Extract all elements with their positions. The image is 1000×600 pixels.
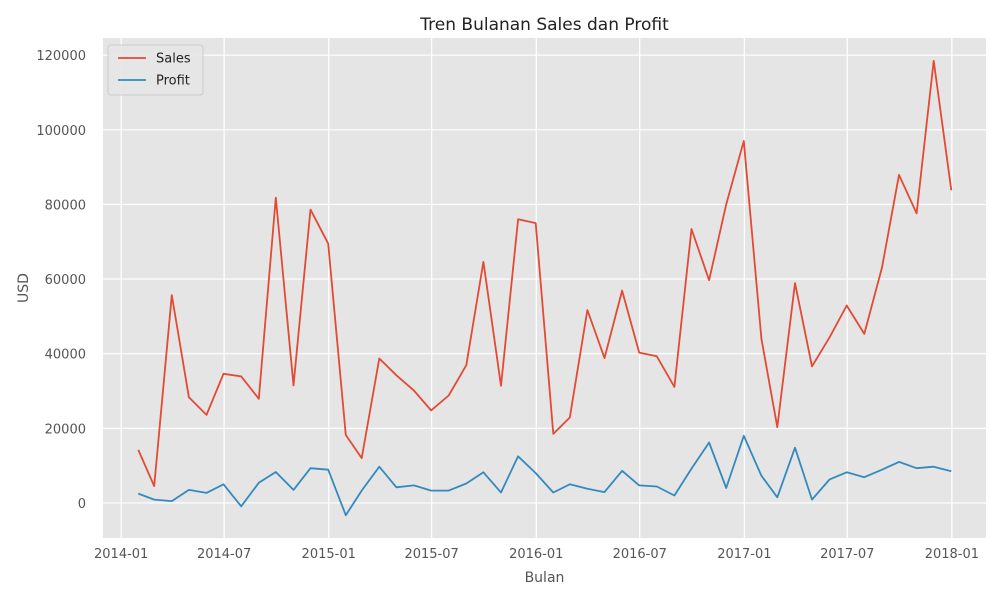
x-tick-label: 2014-07	[197, 547, 251, 562]
x-tick-label: 2016-01	[509, 547, 563, 562]
y-tick-label: 40000	[45, 348, 86, 363]
x-axis-ticks: 2014-01 2014-07 2015-01 2015-07 2016-01 2016-…	[94, 547, 979, 562]
y-tick-label: 60000	[45, 273, 86, 288]
x-tick-label: 2018-01	[925, 547, 979, 562]
x-tick-label: 2017-07	[820, 547, 874, 562]
y-axis-label: USD	[16, 273, 32, 303]
chart-title: Tren Bulanan Sales dan Profit	[419, 15, 669, 35]
x-axis-label: Bulan	[525, 570, 565, 586]
plot-area	[103, 38, 986, 538]
series-lines	[137, 59, 953, 517]
y-tick-label: 80000	[45, 198, 86, 213]
x-tick-label: 2015-01	[302, 547, 356, 562]
y-tick-label: 120000	[36, 49, 86, 64]
x-tick-label: 2014-01	[94, 547, 148, 562]
series-line-profit	[137, 434, 952, 517]
y-tick-label: 20000	[45, 422, 86, 437]
y-tick-label: 100000	[36, 124, 86, 139]
grid	[103, 38, 986, 538]
legend-label-sales: Sales	[156, 52, 191, 67]
legend: Sales Profit	[107, 44, 204, 96]
x-tick-label: 2017-01	[717, 547, 771, 562]
x-tick-label: 2015-07	[404, 547, 458, 562]
series-line-sales	[137, 59, 953, 488]
y-tick-label: 0	[78, 497, 86, 512]
legend-label-profit: Profit	[156, 74, 190, 89]
x-tick-label: 2016-07	[613, 547, 667, 562]
y-axis-ticks: 0 20000 40000 60000 80000 100000 120000	[36, 49, 86, 512]
